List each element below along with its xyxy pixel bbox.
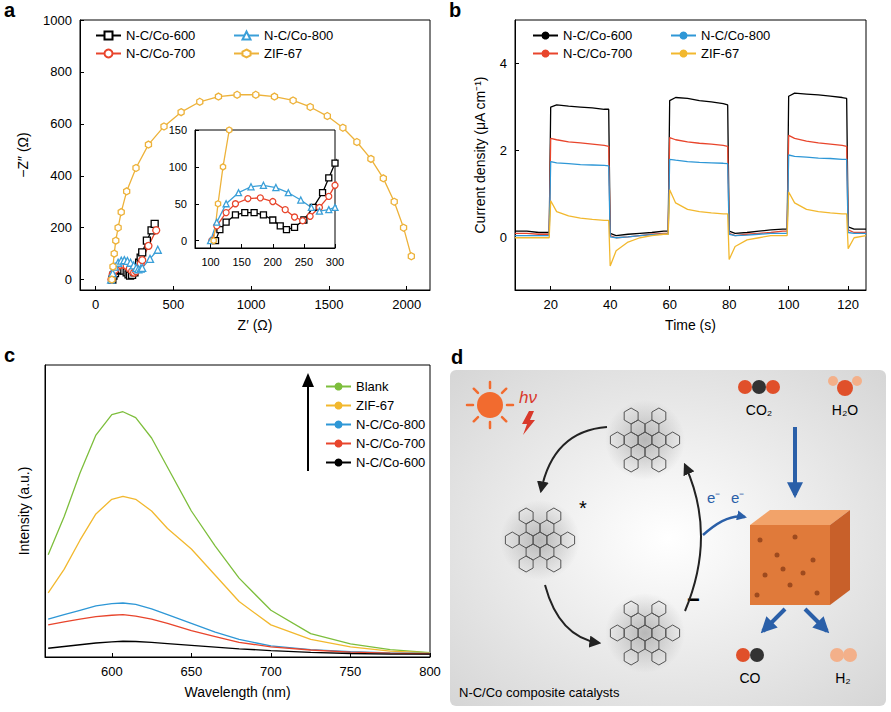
- svg-text:CO: CO: [740, 670, 761, 686]
- svg-text:hν: hν: [519, 388, 537, 407]
- svg-text:N-C/Co composite catalysts: N-C/Co composite catalysts: [459, 685, 620, 700]
- svg-text:400: 400: [50, 168, 72, 183]
- svg-text:200: 200: [50, 220, 72, 235]
- svg-text:N-C/Co-800: N-C/Co-800: [264, 28, 333, 43]
- svg-text:800: 800: [50, 64, 72, 79]
- svg-text:500: 500: [162, 297, 184, 312]
- svg-text:1000: 1000: [237, 297, 266, 312]
- svg-text:N-C/Co-700: N-C/Co-700: [356, 436, 425, 451]
- svg-text:4: 4: [500, 56, 507, 71]
- svg-text:ZIF-67: ZIF-67: [356, 398, 394, 413]
- svg-text:b: b: [449, 0, 461, 21]
- svg-text:ZIF-67: ZIF-67: [264, 46, 302, 61]
- svg-text:N-C/Co-800: N-C/Co-800: [701, 28, 770, 43]
- svg-text:*: *: [579, 497, 587, 519]
- svg-text:1000: 1000: [43, 13, 72, 28]
- svg-text:H₂: H₂: [835, 670, 851, 686]
- svg-text:−Z″ (Ω): −Z″ (Ω): [15, 132, 31, 177]
- svg-text:750: 750: [340, 664, 362, 679]
- svg-text:100: 100: [201, 256, 219, 268]
- svg-text:e⁻: e⁻: [707, 489, 720, 506]
- svg-text:2000: 2000: [392, 297, 421, 312]
- svg-text:100: 100: [778, 297, 800, 312]
- svg-text:0: 0: [181, 235, 187, 247]
- svg-text:CO₂: CO₂: [746, 402, 772, 418]
- svg-text:Current density (μA cm⁻¹): Current density (μA cm⁻¹): [472, 77, 488, 234]
- svg-text:1500: 1500: [314, 297, 343, 312]
- svg-text:250: 250: [295, 256, 313, 268]
- svg-text:c: c: [4, 345, 15, 366]
- svg-text:a: a: [4, 0, 16, 21]
- svg-text:2: 2: [500, 143, 507, 158]
- svg-text:Blank: Blank: [356, 379, 389, 394]
- svg-text:80: 80: [722, 297, 736, 312]
- svg-text:e⁻: e⁻: [731, 489, 744, 506]
- svg-text:50: 50: [175, 198, 187, 210]
- svg-text:150: 150: [232, 256, 250, 268]
- svg-text:Time (s): Time (s): [665, 317, 716, 333]
- svg-text:150: 150: [169, 124, 187, 136]
- svg-text:300: 300: [326, 256, 344, 268]
- svg-text:N-C/Co-700: N-C/Co-700: [563, 46, 632, 61]
- svg-text:60: 60: [662, 297, 676, 312]
- svg-text:800: 800: [419, 664, 441, 679]
- svg-text:N-C/Co-600: N-C/Co-600: [563, 28, 632, 43]
- svg-text:N-C/Co-800: N-C/Co-800: [356, 417, 425, 432]
- svg-text:N-C/Co-700: N-C/Co-700: [126, 46, 195, 61]
- svg-text:0: 0: [500, 230, 507, 245]
- svg-text:40: 40: [603, 297, 617, 312]
- svg-text:N-C/Co-600: N-C/Co-600: [356, 455, 425, 470]
- svg-text:650: 650: [181, 664, 203, 679]
- svg-text:600: 600: [101, 664, 123, 679]
- svg-text:200: 200: [264, 256, 282, 268]
- svg-text:600: 600: [50, 116, 72, 131]
- svg-text:700: 700: [260, 664, 282, 679]
- svg-text:100: 100: [169, 161, 187, 173]
- svg-text:Intensity (a.u.): Intensity (a.u.): [16, 467, 32, 556]
- svg-text:20: 20: [543, 297, 557, 312]
- svg-text:N-C/Co-600: N-C/Co-600: [126, 28, 195, 43]
- svg-text:120: 120: [837, 297, 859, 312]
- svg-text:Wavelength (nm): Wavelength (nm): [184, 684, 290, 700]
- svg-text:0: 0: [92, 297, 99, 312]
- svg-text:H₂O: H₂O: [832, 402, 859, 418]
- svg-text:ZIF-67: ZIF-67: [701, 46, 739, 61]
- svg-text:d: d: [451, 346, 463, 368]
- svg-text:0: 0: [65, 272, 72, 287]
- svg-text:Z′ (Ω): Z′ (Ω): [238, 317, 273, 333]
